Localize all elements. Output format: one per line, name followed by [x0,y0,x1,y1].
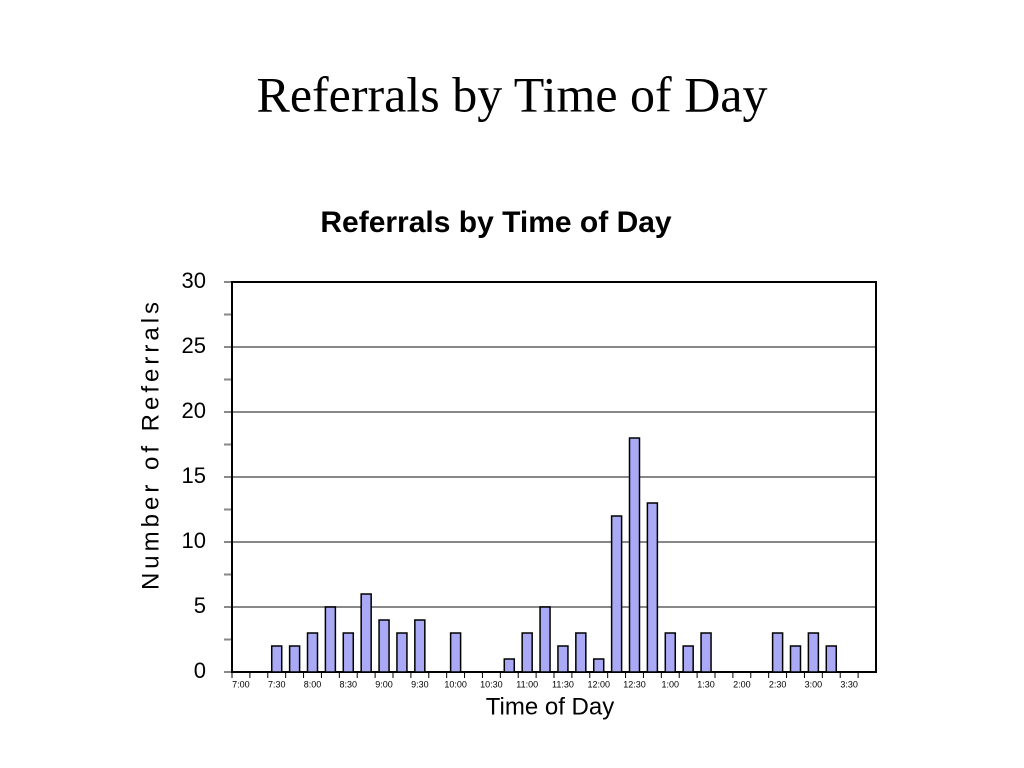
bar [789,645,802,673]
y-axis-label: Number of Referrals [137,298,164,590]
bar [557,645,569,673]
bar [342,632,355,673]
bar [664,632,677,673]
bar [592,658,605,673]
bar [539,606,551,673]
bar [825,645,838,673]
y-tick-label: 0 [194,658,206,683]
bar [414,619,426,673]
x-tick-label: 2:30 [769,679,787,689]
bar [503,658,516,673]
y-tick-label: 5 [194,593,206,618]
bar [360,593,372,673]
x-tick-label: 9:00 [375,679,393,689]
y-tick-label: 15 [182,463,206,488]
bar [449,632,462,673]
x-tick-label: 7:00 [232,679,250,689]
bar [270,645,283,673]
x-tick-label: 10:00 [444,679,467,689]
x-tick-label: 12:00 [587,679,610,689]
bar [628,437,641,673]
chart-title: Referrals by Time of Day [320,206,672,239]
bar [378,619,390,673]
x-tick-label: 10:30 [480,679,503,689]
x-tick-label: 1:30 [697,679,715,689]
bar [771,632,784,673]
x-tick-label: 11:30 [552,679,574,689]
x-tick-label: 3:30 [840,679,858,689]
y-tick-label: 30 [182,268,206,293]
bar [700,632,712,673]
x-tick-label: 7:30 [268,679,286,689]
x-tick-label: 2:00 [733,679,751,689]
x-tick-label: 11:00 [516,679,538,689]
bar [324,606,337,673]
bar [646,502,659,673]
bar [396,632,408,673]
bar [521,632,533,673]
bar [306,632,319,673]
y-tick-label: 25 [182,333,206,358]
x-tick-label: 3:00 [805,679,823,689]
x-tick-label: 8:30 [340,679,358,689]
y-tick-label: 10 [182,528,206,553]
x-tick-label: 1:00 [662,679,680,689]
y-tick-label: 20 [182,398,206,423]
bar [682,645,694,673]
x-tick-label: 8:00 [304,679,322,689]
bar [288,645,301,673]
x-tick-label: 9:30 [411,679,429,689]
x-tick-label: 12:30 [623,679,646,689]
x-axis-label: Time of Day [486,693,614,720]
slide-title: Referrals by Time of Day [256,66,767,122]
bar [610,515,623,673]
bar [575,632,587,673]
bar [807,632,820,673]
